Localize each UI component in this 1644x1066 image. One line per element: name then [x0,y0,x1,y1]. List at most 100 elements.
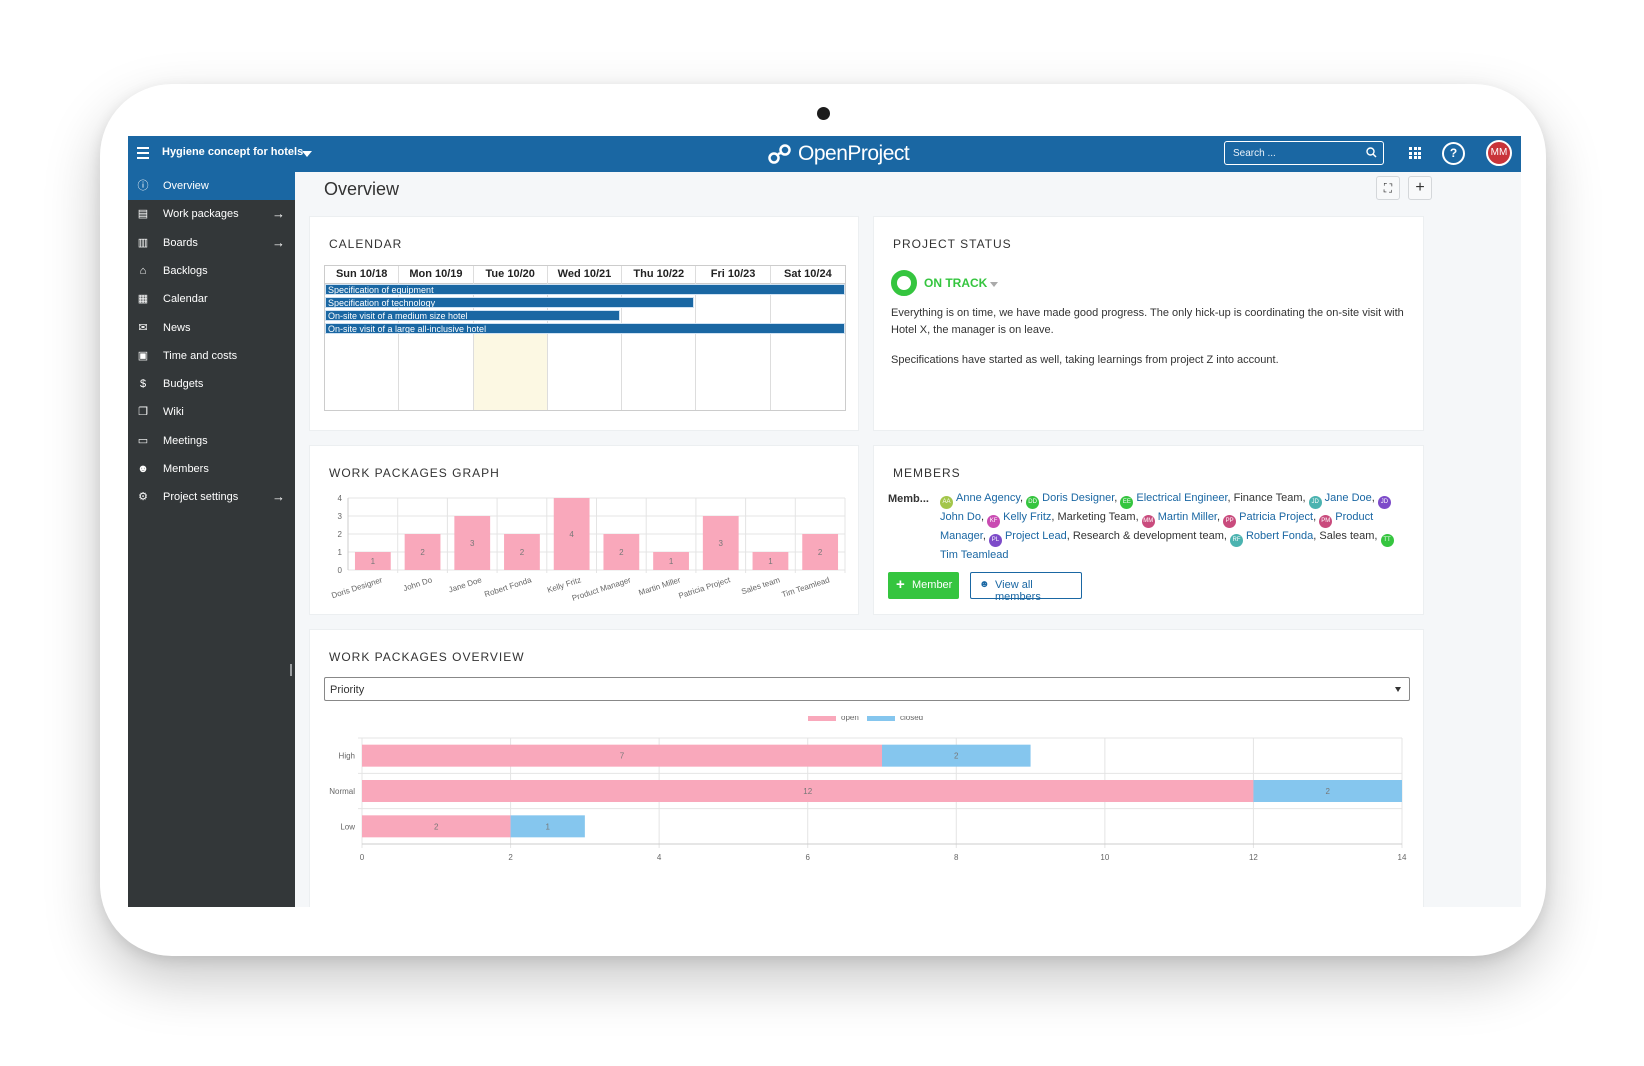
widget-title: CALENDAR [329,237,403,251]
status-label[interactable]: ON TRACK [924,276,988,290]
sidebar-item-calendar[interactable]: ▦ Calendar [128,285,295,313]
search-input[interactable]: Search ... [1224,141,1384,165]
sidebar-item-label: Wiki [163,406,184,419]
status-chevron-icon[interactable] [990,282,998,287]
bar [454,516,491,570]
add-member-button[interactable]: + Member [888,572,959,599]
sidebar-item-time-and-costs[interactable]: ▣ Time and costs [128,342,295,370]
sidebar-item-label: Boards [163,236,198,249]
arrow-right-icon[interactable]: → [272,489,285,505]
member-group: Sales team [1319,530,1375,542]
member-link[interactable]: Tim Teamlead [940,549,1009,561]
arrow-right-icon[interactable]: → [272,206,285,222]
x-tick-label: 0 [360,853,365,862]
fullscreen-button[interactable]: ⛶ [1376,176,1400,200]
add-widget-button[interactable]: + [1408,176,1432,200]
sidebar-item-project-settings[interactable]: ⚙ Project settings → [128,483,295,511]
search-icon[interactable] [1366,147,1377,158]
sidebar-scrollbar[interactable] [290,664,292,676]
member-role-label: Memb... [888,493,929,505]
calendar-day-column[interactable]: Fri 10/23 [696,266,771,410]
calendar-day-column[interactable]: Sun 10/18 [325,266,400,410]
member-link[interactable]: Doris Designer [1042,492,1115,504]
plus-icon: + [896,576,905,593]
calendar-day-column[interactable]: Wed 10/21 [547,266,623,410]
select-value: Priority [330,684,365,696]
sidebar-item-label: News [163,321,191,334]
member-link[interactable]: Jane Doe [1324,492,1372,504]
member-link[interactable]: Electrical Engineer [1136,492,1228,504]
page-title: Overview [324,179,400,199]
member-link[interactable]: Patricia Project [1239,511,1314,523]
app-screen: Hygiene concept for hotels OpenProject S… [128,136,1521,907]
sidebar-item-boards[interactable]: ▥ Boards → [128,229,295,257]
calendar-event[interactable]: On-site visit of a large all-inclusive h… [325,323,845,334]
calendar-event[interactable]: Specification of equipment [325,284,845,295]
calendar-day-column[interactable]: Mon 10/19 [399,266,474,410]
group-by-select[interactable]: Priority [324,677,1410,701]
wp-overview-widget: WORK PACKAGES OVERVIEW Priority open clos… [309,629,1424,907]
member-group: Research & development team [1072,530,1224,542]
sidebar-item-meetings[interactable]: ▭ Meetings [128,427,295,455]
member-link[interactable]: Anne Agency [956,492,1021,504]
logo-text: OpenProject [798,142,910,165]
chevron-down-icon[interactable] [302,151,312,157]
project-selector[interactable]: Hygiene concept for hotels [162,146,304,158]
sidebar-item-label: Calendar [163,293,208,306]
bar-closed [510,815,585,838]
member-link[interactable]: Martin Miller [1157,511,1217,523]
sidebar-item-label: Overview [163,180,209,192]
sidebar-item-work-packages[interactable]: ▤ Work packages → [128,200,295,228]
sidebar-item-overview[interactable]: ⓘ Overview [128,172,295,200]
x-tick-label: Sales team [740,575,781,596]
bar-value-label: 2 [420,548,425,557]
x-tick-label: Jane Doe [448,575,484,594]
members-list: AA Anne Agency, DD Doris Designer, EE Elect… [940,490,1410,564]
fullscreen-icon: ⛶ [1383,181,1393,195]
bar [653,552,689,570]
bar-closed [1253,780,1402,802]
calendar-day-column[interactable]: Thu 10/22 [622,266,697,410]
sidebar-item-news[interactable]: ✉ News [128,314,295,342]
y-tick-label: 4 [338,494,343,503]
bar-value-label: 2 [954,752,959,761]
wp-graph-widget: WORK PACKAGES GRAPH 0 1 2 3 4 1 Doris Designer… [309,445,859,615]
sidebar-item-backlogs[interactable]: ⌂ Backlogs [128,257,295,285]
calendar-day-column[interactable]: Sat 10/24 [770,266,845,410]
sidebar-item-wiki[interactable]: ❐ Wiki [128,398,295,426]
member-group: Marketing Team [1057,511,1136,523]
bar [752,552,789,570]
bar [603,534,640,570]
calendar-event[interactable]: On-site visit of a medium size hotel [325,310,621,321]
member-link[interactable]: John Do [940,511,981,523]
sidebar-item-label: Project settings [163,491,239,504]
openproject-logo[interactable]: OpenProject [768,140,910,168]
member-avatar: EE [1120,496,1134,509]
search-placeholder: Search ... [1233,148,1276,159]
meetings-icon: ▭ [137,434,149,447]
sidebar-item-budgets[interactable]: $ Budgets [128,370,295,398]
view-all-members-button[interactable]: ☻ View all members [970,572,1082,603]
calendar-event[interactable]: Specification of technology [325,297,695,308]
modules-grid-icon[interactable] [1409,147,1421,159]
x-tick-label: Tim Teamlead [781,575,831,599]
work-packages-icon: ▤ [137,208,149,221]
calendar-widget: CALENDAR Sun 10/18 Mon 10/19 Tue 10/20 Wed … [309,216,859,431]
member-link[interactable]: Robert Fonda [1245,530,1314,542]
help-icon[interactable]: ? [1442,142,1465,165]
arrow-right-icon[interactable]: → [272,234,285,250]
sidebar: ⓘ Overview ▤ Work packages → ▥ Boards → ⌂ Backlog… [128,172,295,907]
bar [802,534,839,570]
sidebar-item-members[interactable]: ☻ Members [128,455,295,483]
top-header: Hygiene concept for hotels OpenProject S… [128,136,1521,172]
member-link[interactable]: Kelly Fritz [1003,511,1052,523]
user-avatar[interactable]: MM [1486,140,1512,166]
y-tick-label: Low [340,822,355,831]
member-avatar: JD [1377,496,1391,509]
info-icon: ⓘ [137,180,149,192]
y-tick-label: 2 [338,530,343,539]
member-link[interactable]: Project Lead [1004,530,1067,542]
menu-toggle-icon[interactable] [137,147,149,161]
member-link[interactable]: Product Manager [940,511,1374,542]
sidebar-item-label: Budgets [163,378,204,391]
